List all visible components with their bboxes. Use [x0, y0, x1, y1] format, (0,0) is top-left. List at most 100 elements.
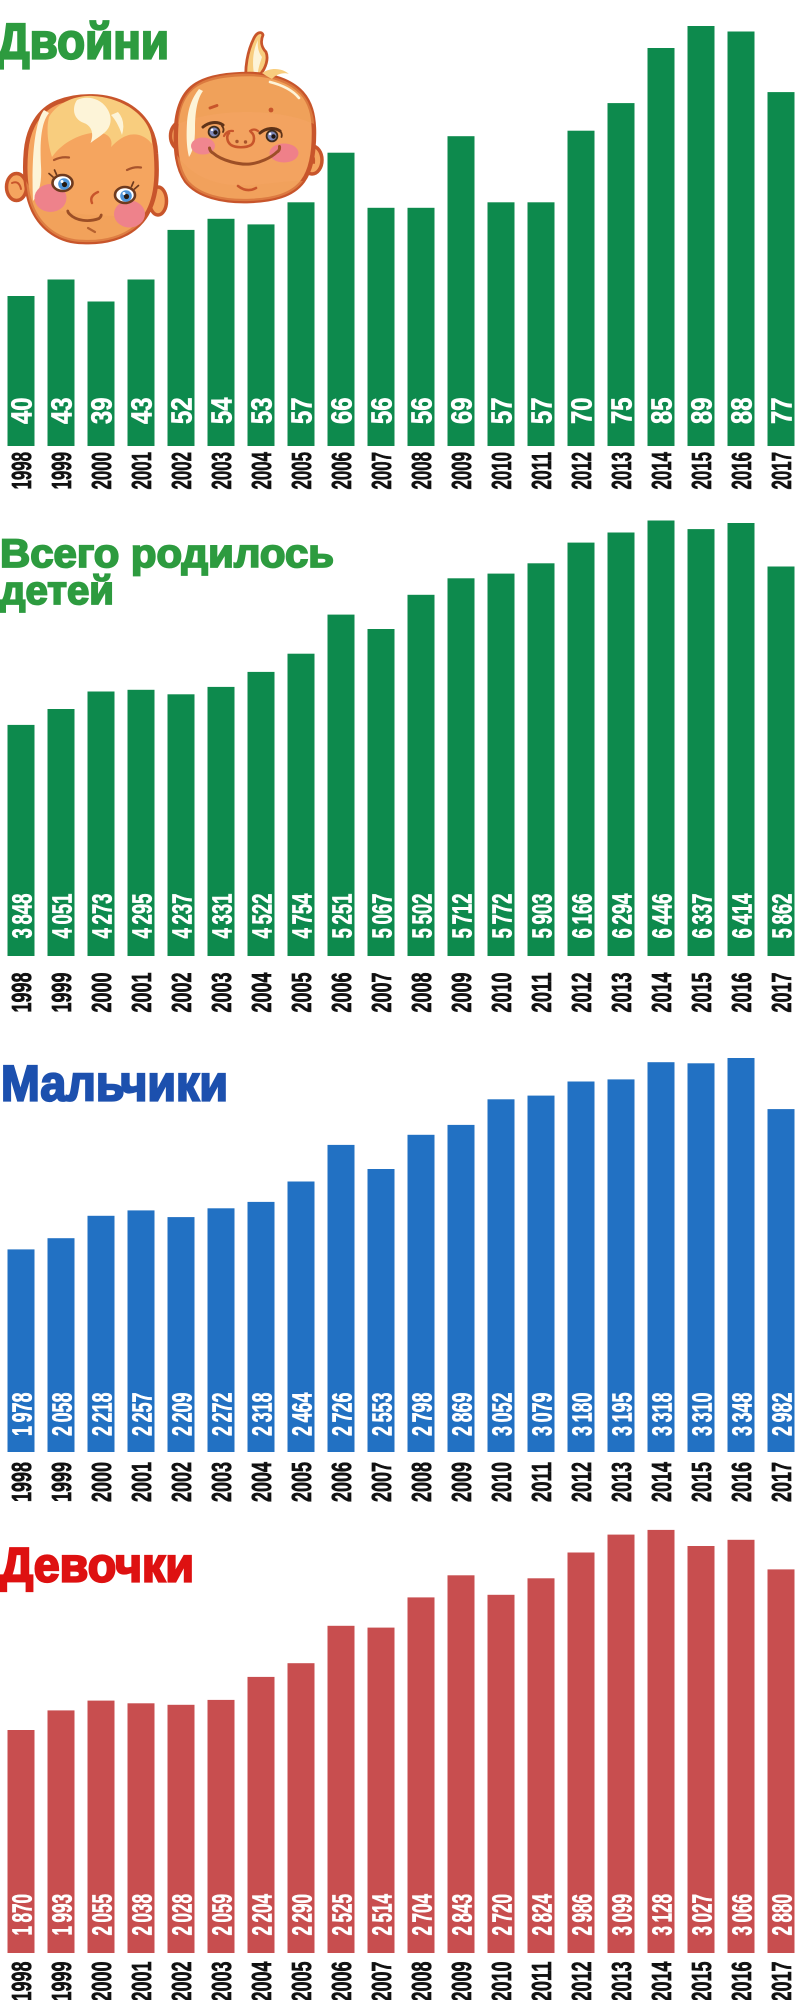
- svg-text:1998: 1998: [6, 1462, 37, 1502]
- svg-text:2 704: 2 704: [406, 1894, 437, 1936]
- svg-text:2013: 2013: [606, 973, 637, 1013]
- svg-text:2009: 2009: [446, 973, 477, 1013]
- svg-text:Девочки: Девочки: [0, 1540, 194, 1593]
- svg-text:5 862: 5 862: [766, 894, 797, 939]
- svg-text:2005: 2005: [286, 973, 317, 1013]
- svg-text:2 272: 2 272: [206, 1393, 237, 1437]
- svg-text:3 848: 3 848: [6, 894, 37, 939]
- svg-text:5 772: 5 772: [486, 894, 517, 939]
- svg-text:2010: 2010: [486, 973, 517, 1013]
- svg-text:69: 69: [446, 398, 478, 425]
- svg-text:2 257: 2 257: [126, 1393, 157, 1437]
- svg-text:2011: 2011: [526, 1962, 557, 2000]
- svg-text:2 290: 2 290: [286, 1894, 317, 1936]
- svg-text:2017: 2017: [766, 1462, 797, 1502]
- svg-text:2006: 2006: [326, 1962, 357, 2000]
- svg-text:2015: 2015: [686, 1462, 717, 1502]
- svg-text:2006: 2006: [326, 973, 357, 1013]
- svg-text:3 099: 3 099: [606, 1894, 637, 1936]
- svg-text:1999: 1999: [46, 1962, 77, 2000]
- svg-text:2011: 2011: [526, 1462, 557, 1502]
- svg-text:2 204: 2 204: [246, 1894, 277, 1936]
- svg-text:57: 57: [526, 398, 558, 425]
- svg-text:85: 85: [646, 398, 678, 425]
- svg-text:57: 57: [286, 398, 318, 425]
- svg-text:75: 75: [606, 398, 638, 425]
- svg-text:2003: 2003: [206, 452, 237, 490]
- svg-text:43: 43: [126, 398, 158, 425]
- svg-text:4 754: 4 754: [286, 893, 317, 938]
- svg-text:5 067: 5 067: [366, 894, 397, 939]
- svg-text:89: 89: [686, 398, 718, 425]
- svg-text:3 318: 3 318: [646, 1393, 677, 1437]
- svg-text:3 310: 3 310: [686, 1393, 717, 1437]
- svg-text:2 553: 2 553: [366, 1393, 397, 1437]
- svg-text:4 522: 4 522: [246, 894, 277, 939]
- svg-text:2005: 2005: [286, 452, 317, 490]
- svg-text:2004: 2004: [246, 1462, 277, 1502]
- svg-text:1999: 1999: [46, 973, 77, 1013]
- svg-text:2007: 2007: [366, 1962, 397, 2000]
- svg-text:2 059: 2 059: [206, 1894, 237, 1936]
- svg-text:2002: 2002: [166, 1462, 197, 1502]
- svg-text:2 218: 2 218: [86, 1393, 117, 1437]
- svg-text:56: 56: [366, 398, 398, 425]
- svg-text:2007: 2007: [366, 452, 397, 490]
- svg-text:3 128: 3 128: [646, 1894, 677, 1936]
- svg-text:6 337: 6 337: [686, 894, 717, 939]
- svg-text:2002: 2002: [166, 1962, 197, 2000]
- svg-text:53: 53: [246, 398, 278, 425]
- svg-text:2 843: 2 843: [446, 1894, 477, 1936]
- svg-text:2 058: 2 058: [46, 1393, 77, 1437]
- svg-text:2 720: 2 720: [486, 1894, 517, 1936]
- svg-text:2001: 2001: [126, 1462, 157, 1502]
- svg-text:2015: 2015: [686, 973, 717, 1013]
- svg-text:2017: 2017: [766, 1962, 797, 2000]
- svg-text:40: 40: [6, 398, 38, 425]
- svg-text:88: 88: [726, 398, 758, 425]
- svg-text:2 798: 2 798: [406, 1393, 437, 1437]
- svg-text:3 348: 3 348: [726, 1393, 757, 1437]
- svg-text:2004: 2004: [246, 452, 277, 490]
- svg-text:2015: 2015: [686, 452, 717, 490]
- svg-text:2 514: 2 514: [366, 1894, 397, 1936]
- svg-text:2010: 2010: [486, 452, 517, 490]
- svg-text:2015: 2015: [686, 1962, 717, 2000]
- svg-text:2 726: 2 726: [326, 1393, 357, 1437]
- svg-text:Мальчики: Мальчики: [1, 1056, 228, 1112]
- svg-text:3 066: 3 066: [726, 1894, 757, 1936]
- svg-text:2013: 2013: [606, 1462, 637, 1502]
- svg-text:6 446: 6 446: [646, 894, 677, 939]
- svg-text:2 318: 2 318: [246, 1393, 277, 1437]
- svg-text:2 982: 2 982: [766, 1393, 797, 1437]
- svg-text:2009: 2009: [446, 1462, 477, 1502]
- svg-text:6 166: 6 166: [566, 894, 597, 939]
- svg-text:2006: 2006: [326, 452, 357, 490]
- svg-text:2014: 2014: [646, 452, 677, 490]
- svg-text:2007: 2007: [366, 1462, 397, 1502]
- svg-text:2017: 2017: [766, 973, 797, 1013]
- svg-text:77: 77: [766, 398, 798, 425]
- svg-text:2012: 2012: [566, 1962, 597, 2000]
- svg-text:2003: 2003: [206, 973, 237, 1013]
- svg-text:2 038: 2 038: [126, 1894, 157, 1936]
- svg-text:2002: 2002: [166, 452, 197, 490]
- svg-text:4 331: 4 331: [206, 894, 237, 939]
- svg-text:3 027: 3 027: [686, 1894, 717, 1936]
- svg-text:2002: 2002: [166, 973, 197, 1013]
- svg-text:2000: 2000: [86, 1462, 117, 1502]
- svg-text:2 209: 2 209: [166, 1393, 197, 1437]
- svg-text:2011: 2011: [526, 973, 557, 1013]
- svg-text:2003: 2003: [206, 1462, 237, 1502]
- svg-text:2 824: 2 824: [526, 1894, 557, 1936]
- svg-text:2016: 2016: [726, 1462, 757, 1502]
- svg-text:2 525: 2 525: [326, 1894, 357, 1936]
- svg-text:2016: 2016: [726, 973, 757, 1013]
- svg-text:2007: 2007: [366, 973, 397, 1013]
- svg-text:2001: 2001: [126, 1962, 157, 2000]
- svg-text:2 986: 2 986: [566, 1894, 597, 1936]
- svg-text:2008: 2008: [406, 452, 437, 490]
- svg-text:1 978: 1 978: [6, 1393, 37, 1437]
- svg-text:5 903: 5 903: [526, 894, 557, 939]
- svg-text:6 414: 6 414: [726, 893, 757, 938]
